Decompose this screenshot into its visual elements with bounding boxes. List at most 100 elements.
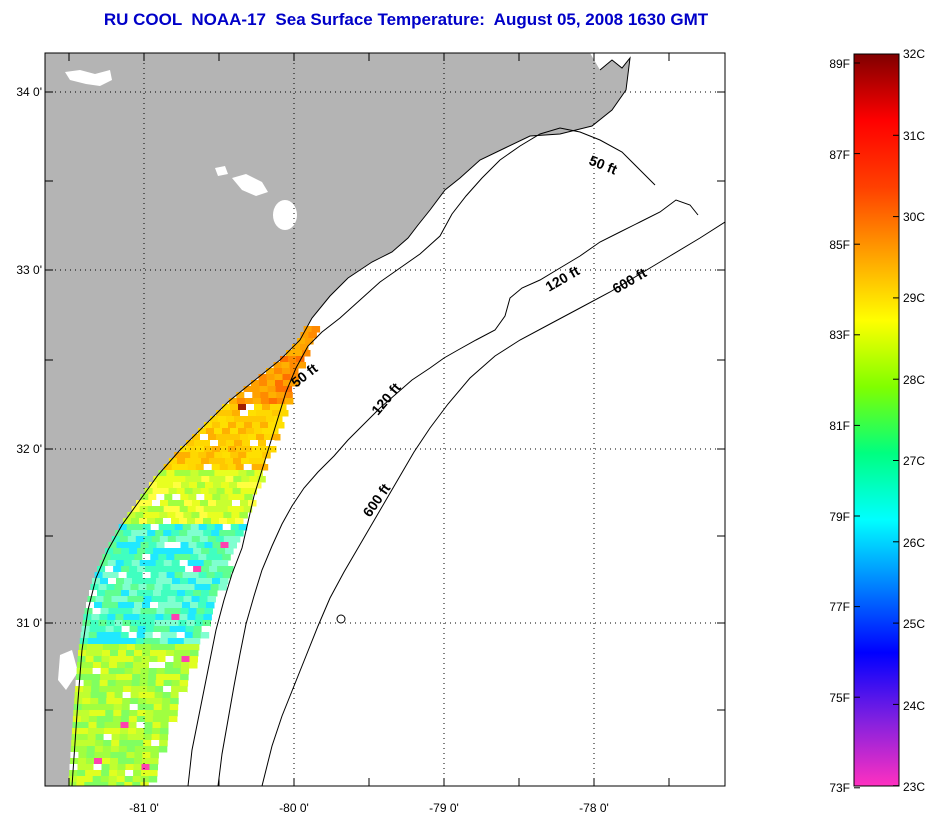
sst-pixel (152, 488, 162, 495)
sst-pixel (93, 662, 102, 669)
sst-pixel (100, 782, 109, 786)
sst-pixel (166, 572, 176, 579)
sst-pixel (126, 554, 135, 561)
sst-pixel (89, 704, 99, 711)
sst-pixel (211, 464, 221, 471)
sst-pixel (282, 368, 291, 375)
sst-pixel (226, 416, 235, 423)
sst-pixel (190, 452, 199, 459)
sst-pixel (193, 626, 203, 633)
sst-pixel (162, 584, 171, 591)
sst-pixel (126, 644, 136, 651)
sst-pixel (72, 722, 81, 729)
sst-pixel (171, 686, 180, 693)
sst-pixel (90, 584, 99, 591)
lon-label-81: -81 0' (129, 801, 159, 815)
sst-pixel (143, 638, 153, 645)
sst-pixel (139, 506, 149, 513)
sst-pixel (233, 476, 242, 483)
sst-pixel (93, 764, 102, 771)
sst-pixel (113, 704, 123, 711)
sst-pixel (160, 500, 169, 507)
sst-pixel (246, 404, 255, 411)
sst-pixel (276, 422, 285, 429)
sst-pixel (311, 326, 321, 333)
sst-pixel (118, 572, 128, 579)
sst-pixel (91, 614, 100, 621)
sst-pixel (103, 740, 112, 747)
sst-pixel (177, 476, 186, 483)
sst-pixel (168, 716, 178, 723)
sst-pixel (195, 560, 205, 567)
sst-pixel (217, 548, 226, 555)
sst-pixel (102, 644, 112, 651)
sst-pixel (147, 614, 156, 621)
sst-pixel (139, 518, 148, 525)
sst-pixel (168, 488, 178, 495)
sst-pixel (216, 488, 226, 495)
sst-pixel (111, 596, 120, 603)
sst-pixel (195, 614, 204, 621)
sst-pixel (185, 458, 194, 465)
sst-pixel (212, 494, 221, 501)
sst-pixel (194, 620, 203, 627)
sst-pixel (201, 548, 210, 555)
sst-pixel (288, 356, 297, 363)
sst-pixel (238, 452, 247, 459)
sst-pixel (124, 578, 133, 585)
sst-pixel (171, 614, 180, 621)
sst-pixel (100, 776, 110, 783)
sst-pixel (118, 554, 127, 561)
sst-pixel (153, 476, 162, 483)
sst-pixel (176, 488, 186, 495)
sst-pixel (99, 560, 109, 567)
sst-pixel (173, 662, 182, 669)
sst-pixel (115, 530, 124, 537)
sst-pixel (94, 572, 104, 579)
sst-pixel (209, 590, 218, 597)
sst-pixel (132, 542, 141, 549)
sst-pixel (131, 530, 140, 537)
sst-pixel (161, 548, 170, 555)
sst-pixel (121, 704, 131, 711)
sst-pixel (112, 716, 122, 723)
sst-pixel (116, 674, 125, 681)
sst-pixel (199, 536, 209, 543)
sst-pixel (82, 698, 91, 705)
sst-pixel (150, 746, 160, 753)
sst-pixel (242, 440, 251, 447)
sst-pixel (117, 770, 126, 777)
sst-pixel (142, 752, 151, 759)
sst-pixel (262, 428, 271, 435)
sst-pixel (114, 692, 124, 699)
sst-pixel (142, 644, 152, 651)
sst-pixel (188, 608, 197, 615)
sst-pixel (175, 536, 185, 543)
sst-pixel (210, 440, 219, 447)
sst-pixel (228, 446, 237, 453)
sst-pixel (96, 716, 106, 723)
sst-pixel (209, 458, 218, 465)
sst-pixel (154, 698, 163, 705)
sst-pixel (102, 572, 112, 579)
sst-pixel (171, 464, 181, 471)
sst-pixel (158, 746, 168, 753)
sst-pixel (235, 530, 244, 537)
sst-pixel (187, 560, 197, 567)
sst-pixel (240, 500, 249, 507)
sst-pixel (244, 422, 253, 429)
sst-pixel (222, 470, 231, 477)
sst-pixel (203, 614, 212, 621)
sst-pixel (297, 362, 306, 369)
sst-pixel (220, 422, 229, 429)
sst-pixel (173, 482, 182, 489)
sst-pixel (182, 524, 192, 531)
sst-pixel (180, 542, 189, 549)
sst-pixel (147, 518, 156, 525)
sst-pixel (142, 554, 151, 561)
cb-c-27: 27C (903, 454, 925, 468)
contour-120ft (217, 199, 699, 786)
sst-pixel (136, 728, 145, 735)
sst-pixel (260, 398, 270, 405)
sst-pixel (206, 524, 216, 531)
